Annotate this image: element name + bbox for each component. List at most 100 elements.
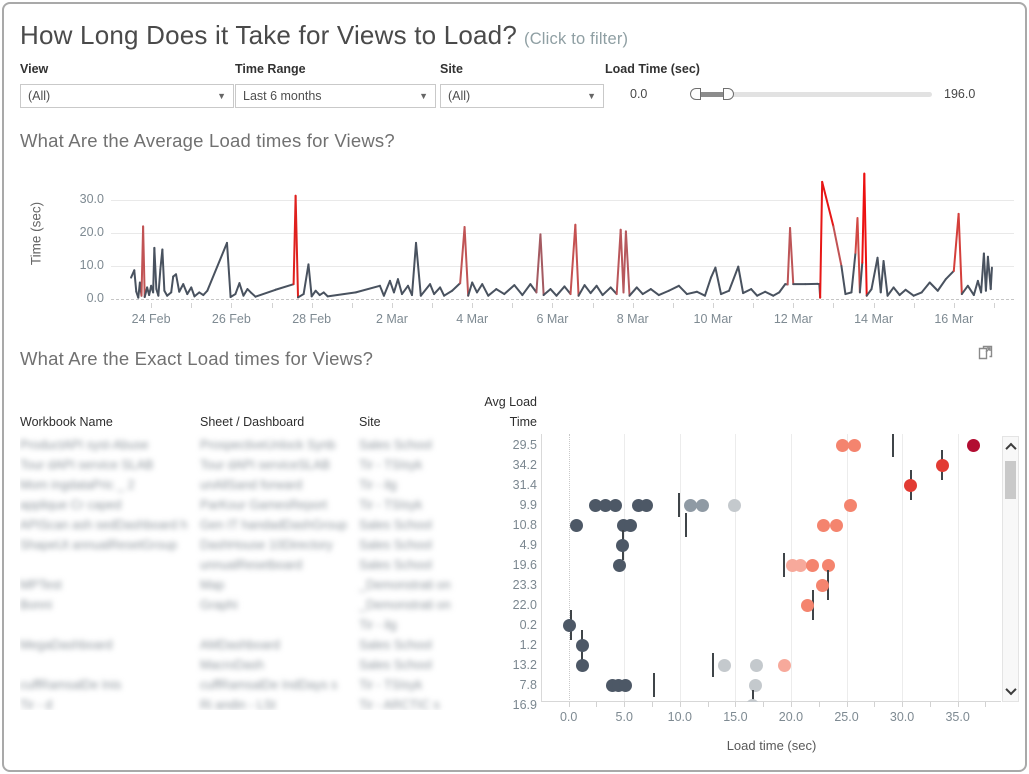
scrollbar[interactable]	[1002, 436, 1019, 702]
open-in-new-window-icon[interactable]	[978, 345, 993, 365]
cell-workbook-name: MegaDashboard	[20, 638, 113, 652]
scatter-dot[interactable]	[904, 478, 918, 492]
table-row[interactable]: ShapeUt annualResetGroup DashHouse 10Dire…	[20, 535, 542, 555]
line-chart-x-tick	[552, 303, 554, 308]
site-filter-value: (All)	[448, 89, 471, 103]
table-row[interactable]: cuffRamsalDe Inis cuffRamsalDe IndDays s T…	[20, 675, 542, 695]
table-row[interactable]: Tour dAPI service SLAB Tour dAPI serviceS…	[20, 455, 542, 475]
table-row[interactable]: Tir - d Ri andin - LSt Tir - ARCTIC s 16.9	[20, 695, 542, 710]
scatter-dot[interactable]	[615, 538, 629, 552]
cell-workbook-name: APIScan ash sedDashboard h	[20, 518, 188, 532]
scatter-dot[interactable]	[745, 698, 759, 702]
table-row[interactable]: MegaDashboard AMDashboard Sales School 1.2	[20, 635, 542, 655]
slider-handle-low[interactable]	[690, 88, 701, 100]
scatter-dot[interactable]	[816, 518, 830, 532]
exact-load-table[interactable]: ProductAPI syst-Abuse ProspectiveUnlock S…	[20, 434, 542, 710]
scatter-dot[interactable]	[717, 658, 731, 672]
scatter-x-tick-label: 0.0	[559, 710, 578, 724]
line-chart-x-tick-label: 16 Mar	[934, 312, 974, 326]
scatter-dot[interactable]	[801, 598, 815, 612]
scatter-avg-marker[interactable]	[712, 653, 715, 677]
column-header-site[interactable]: Site	[359, 415, 381, 429]
scatter-dot[interactable]	[777, 658, 791, 672]
column-header-avg-load-1[interactable]: Avg Load	[484, 395, 537, 409]
scatter-dot[interactable]	[639, 498, 653, 512]
scatter-dot[interactable]	[684, 498, 698, 512]
scrollbar-down-button[interactable]	[1003, 681, 1018, 701]
line-chart-x-tick	[271, 303, 273, 308]
line-chart-x-tick-label: 10 Mar	[693, 312, 733, 326]
column-header-sheet[interactable]: Sheet / Dashboard	[200, 415, 305, 429]
line-chart-gridline	[111, 233, 1014, 234]
scatter-dot[interactable]	[805, 558, 819, 572]
cell-avg-load-time: 23.3	[512, 578, 537, 592]
table-row[interactable]: Mom ingdataPric _ 2 unAllSand forward Tir …	[20, 475, 542, 495]
scatter-dot[interactable]	[563, 618, 577, 632]
cell-avg-load-time: 19.6	[512, 558, 537, 572]
view-filter-dropdown[interactable]: (All) ▼	[20, 84, 234, 108]
site-filter-dropdown[interactable]: (All) ▼	[440, 84, 604, 108]
cell-site: Sales School	[359, 658, 432, 672]
view-filter-value: (All)	[28, 89, 51, 103]
load-time-slider-range[interactable]	[696, 92, 729, 97]
scatter-avg-marker[interactable]	[783, 553, 786, 577]
scatter-dot[interactable]	[624, 518, 638, 532]
scatter-dot[interactable]	[727, 498, 741, 512]
table-row[interactable]: Tir - ilg 0.2	[20, 615, 542, 635]
scatter-dot[interactable]	[749, 658, 763, 672]
table-row[interactable]: Bonni Graphi _Demonstrati on 22.0	[20, 595, 542, 615]
scatter-avg-marker[interactable]	[685, 513, 688, 537]
column-header-workbook[interactable]: Workbook Name	[20, 415, 113, 429]
time-range-filter-dropdown[interactable]: Last 6 months ▼	[235, 84, 436, 108]
slider-handle-high[interactable]	[723, 88, 734, 100]
scatter-dot[interactable]	[794, 558, 808, 572]
table-row[interactable]: MacroDash Sales School 13.2	[20, 655, 542, 675]
avg-load-line-chart[interactable]: 0.0 10.0 20.0 30.0 24 Feb 26 Feb 28 Feb 2 Mar 4 …	[4, 4, 1025, 344]
scatter-dot[interactable]	[847, 438, 861, 452]
cell-avg-load-time: 34.2	[512, 458, 537, 472]
scatter-x-tick	[985, 702, 987, 707]
line-chart-x-tick-label: 4 Mar	[456, 312, 489, 326]
scatter-dot[interactable]	[588, 498, 602, 512]
scatter-dot[interactable]	[613, 558, 627, 572]
scatter-avg-marker[interactable]	[892, 434, 895, 457]
scatter-dot[interactable]	[575, 658, 589, 672]
scatter-avg-marker[interactable]	[752, 690, 755, 702]
scatter-dot[interactable]	[748, 678, 762, 692]
table-row[interactable]: unnualResetboard Sales School 19.6	[20, 555, 542, 575]
table-row[interactable]: applique Cr caped ParKour GamesReport Tir …	[20, 495, 542, 515]
line-chart-x-tick	[713, 303, 714, 308]
scatter-dot[interactable]	[822, 558, 836, 572]
scatter-dot[interactable]	[844, 498, 858, 512]
scatter-dot[interactable]	[815, 578, 829, 592]
column-header-avg-load-2[interactable]: Time	[509, 415, 537, 429]
site-filter-label: Site	[440, 62, 463, 76]
line-chart-x-tick	[391, 303, 393, 308]
cell-avg-load-time: 31.4	[512, 478, 537, 492]
scatter-dot[interactable]	[966, 438, 980, 452]
chevron-down-icon: ▼	[419, 91, 428, 101]
scatter-dot[interactable]	[618, 678, 632, 692]
table-row[interactable]: APIScan ash sedDashboard h Gen IT handadD…	[20, 515, 542, 535]
table-row[interactable]: MPTest Map _Demonstrati on 23.3	[20, 575, 542, 595]
scatter-dot[interactable]	[835, 438, 849, 452]
table-row[interactable]: ProductAPI syst-Abuse ProspectiveUnlock S…	[20, 435, 542, 455]
scatter-avg-marker[interactable]	[677, 493, 680, 517]
scrollbar-thumb[interactable]	[1005, 461, 1016, 499]
cell-site: Tir - ARCTIC s	[359, 698, 440, 710]
avg-load-line-series[interactable]	[111, 161, 1014, 311]
scatter-avg-marker[interactable]	[653, 673, 656, 697]
scatter-dot[interactable]	[569, 518, 583, 532]
scatter-dot[interactable]	[575, 638, 589, 652]
scatter-dot[interactable]	[935, 458, 949, 472]
scatter-dot[interactable]	[695, 498, 709, 512]
scatter-dot[interactable]	[608, 498, 622, 512]
scrollbar-up-button[interactable]	[1003, 437, 1018, 457]
exact-load-scatter-plot[interactable]	[542, 434, 1001, 702]
cell-workbook-name: cuffRamsalDe Inis	[20, 678, 122, 692]
cell-sheet-dashboard: Gen IT handadDashGroup	[200, 518, 348, 532]
load-time-slider-track[interactable]	[696, 92, 932, 97]
scatter-dot[interactable]	[830, 518, 844, 532]
scatter-dot[interactable]	[598, 498, 612, 512]
